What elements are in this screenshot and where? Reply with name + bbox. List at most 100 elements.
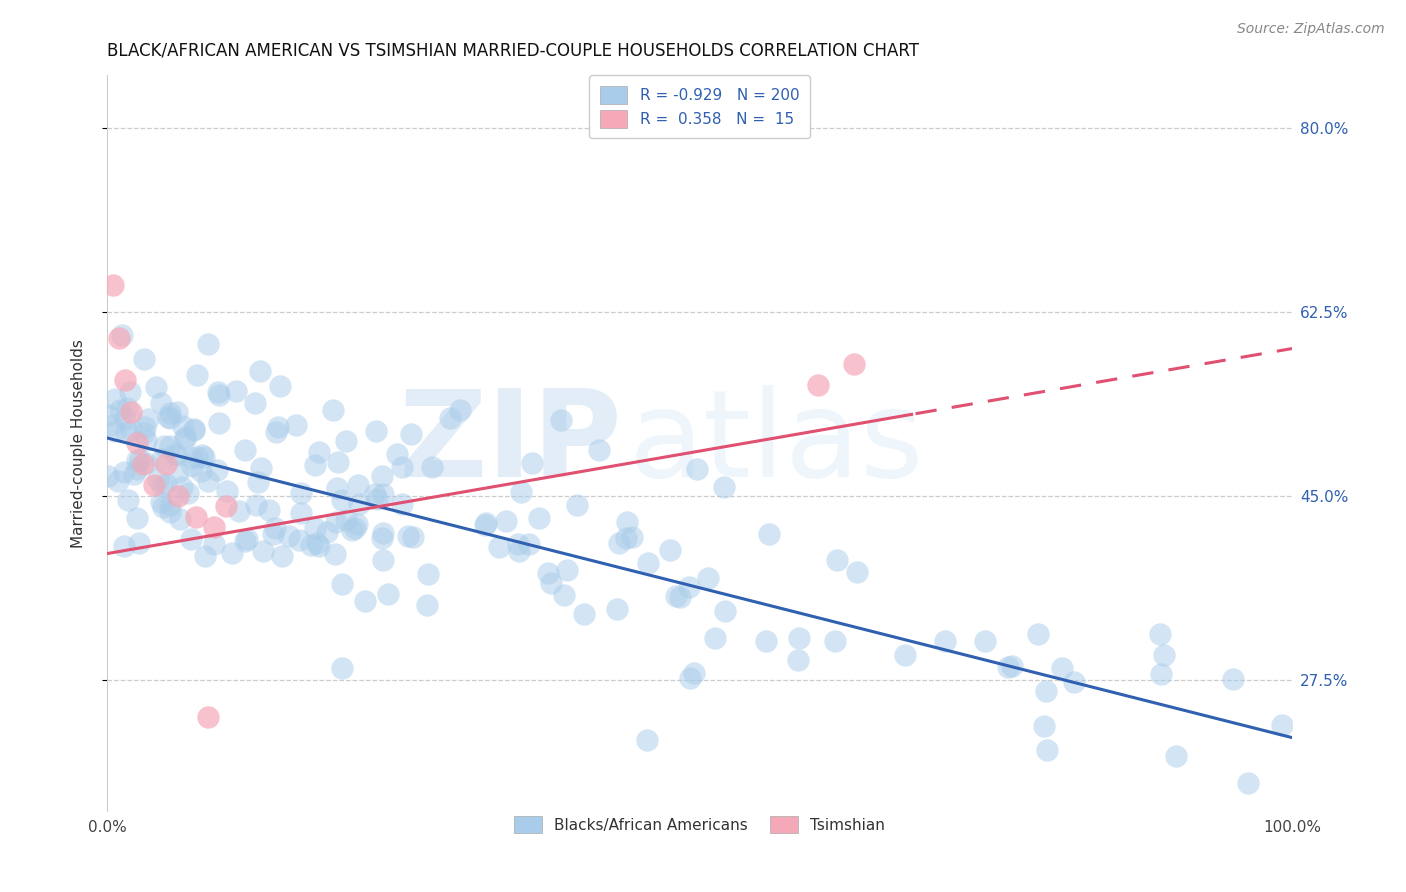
Point [264,425,287,439]
Point [323,547,346,561]
Point [157,409,180,424]
Point [758,526,780,541]
Point [136,412,159,426]
Point [101,417,124,432]
Point [391,497,413,511]
Point [572,607,595,621]
Point [373,487,395,501]
Point [346,517,368,532]
Point [131,457,153,471]
Point [1153,648,1175,663]
Point [202,520,225,534]
Point [152,439,174,453]
Point [488,541,510,555]
Point [107,474,129,488]
Point [335,513,357,527]
Point [221,545,243,559]
Point [555,563,578,577]
Point [114,373,136,387]
Point [269,378,291,392]
Point [191,448,214,462]
Point [183,423,205,437]
Point [621,530,644,544]
Point [159,439,181,453]
Point [270,549,292,564]
Point [422,459,444,474]
Point [371,469,394,483]
Point [118,385,141,400]
Point [553,588,575,602]
Point [167,489,190,503]
Point [155,477,177,491]
Point [825,552,848,566]
Point [247,475,270,489]
Point [508,544,530,558]
Point [713,480,735,494]
Point [371,531,394,545]
Point [135,434,157,448]
Point [186,450,208,464]
Point [127,462,149,476]
Point [128,453,150,467]
Point [177,485,200,500]
Point [181,451,204,466]
Legend: Blacks/African Americans, Tsimshian: Blacks/African Americans, Tsimshian [503,805,896,844]
Point [112,539,135,553]
Point [205,463,228,477]
Point [169,512,191,526]
Point [114,412,136,426]
Point [316,525,339,540]
Point [115,401,138,415]
Point [1035,683,1057,698]
Point [616,515,638,529]
Point [607,536,630,550]
Point [225,384,247,398]
Point [371,525,394,540]
Point [449,402,471,417]
Point [202,537,225,551]
Point [565,498,588,512]
Point [934,633,956,648]
Point [366,491,388,506]
Point [686,461,709,475]
Point [377,587,399,601]
Point [170,480,193,494]
Point [150,478,173,492]
Point [214,500,236,514]
Point [145,380,167,394]
Point [285,418,308,433]
Point [330,577,353,591]
Point [155,457,177,471]
Point [117,492,139,507]
Point [343,521,366,535]
Point [1032,719,1054,733]
Point [527,511,550,525]
Text: ZIP: ZIP [399,384,623,501]
Point [267,420,290,434]
Point [340,523,363,537]
Point [146,472,169,486]
Point [132,426,155,441]
Text: Source: ZipAtlas.com: Source: ZipAtlas.com [1237,22,1385,37]
Point [186,368,208,382]
Point [197,474,219,488]
Point [588,443,610,458]
Point [385,447,408,461]
Point [308,539,330,553]
Point [114,425,136,439]
Point [353,594,375,608]
Point [665,589,688,603]
Point [132,352,155,367]
Point [347,497,370,511]
Point [159,406,181,420]
Point [173,432,195,446]
Point [636,733,658,747]
Point [1150,667,1173,681]
Point [520,457,543,471]
Point [845,566,868,580]
Point [120,423,142,437]
Point [755,634,778,648]
Point [537,566,560,580]
Point [714,604,737,618]
Point [262,526,284,541]
